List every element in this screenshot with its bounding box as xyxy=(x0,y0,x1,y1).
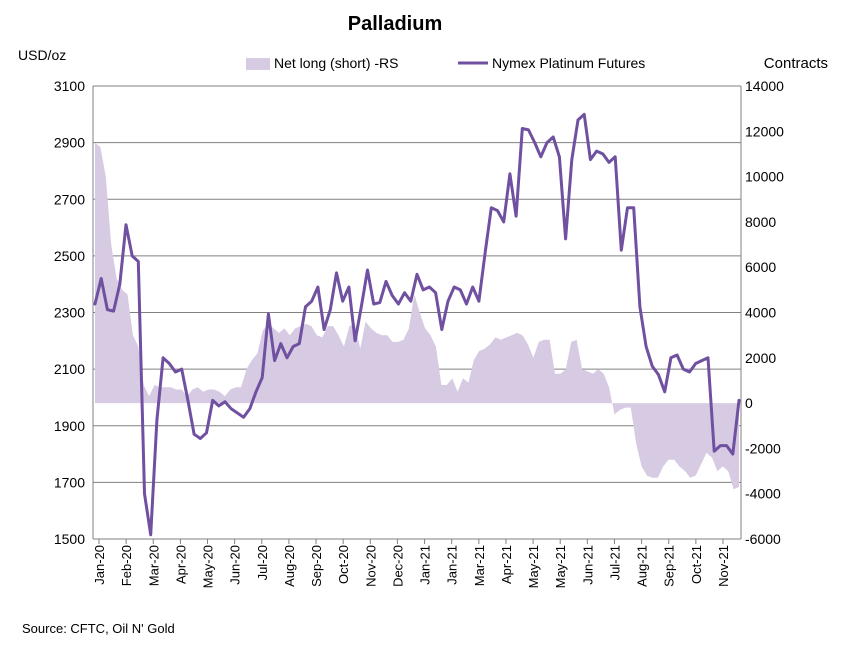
x-tick-label-7: Aug-20 xyxy=(282,545,297,587)
right-axis-unit: Contracts xyxy=(764,55,828,72)
x-tick-label-22: Oct-21 xyxy=(689,545,704,584)
legend-label-platinum-futures: Nymex Platinum Futures xyxy=(492,55,645,71)
right-axis-ticks: 14000 12000 10000 8000 6000 4000 2000 0 -2000 -40… xyxy=(745,78,784,547)
x-tick-label-6: Jul-20 xyxy=(255,545,270,580)
x-tick-label-3: Apr-20 xyxy=(173,545,188,584)
left-tick-label-4: 2300 xyxy=(54,305,85,321)
x-axis-ticks: Jan-20 Feb-20 Mar-20 Apr-20 May-20 Jun-20 Jul-… xyxy=(92,539,731,588)
right-tick-label-3: 8000 xyxy=(745,214,776,230)
left-tick-label-7: 1700 xyxy=(54,474,85,490)
x-tick-label-0: Jan-20 xyxy=(92,545,107,585)
left-tick-label-5: 2100 xyxy=(54,361,85,377)
right-tick-label-7: 0 xyxy=(745,395,753,411)
left-tick-label-6: 1900 xyxy=(54,418,85,434)
source-note: Source: CFTC, Oil N' Gold xyxy=(22,621,175,636)
left-tick-label-0: 3100 xyxy=(54,78,85,94)
right-tick-label-10: -6000 xyxy=(745,531,781,547)
right-tick-label-1: 12000 xyxy=(745,123,784,139)
right-tick-label-2: 10000 xyxy=(745,169,784,185)
legend-swatch-net-long xyxy=(246,58,270,70)
legend-label-net-long: Net long (short) -RS xyxy=(274,55,398,71)
left-tick-label-1: 2900 xyxy=(54,135,85,151)
left-tick-label-2: 2700 xyxy=(54,191,85,207)
x-tick-label-17: May-21 xyxy=(553,545,568,588)
x-tick-label-18: Jun-21 xyxy=(580,545,595,585)
right-tick-label-8: -2000 xyxy=(745,440,781,456)
right-tick-label-4: 6000 xyxy=(745,259,776,275)
right-tick-label-5: 4000 xyxy=(745,305,776,321)
x-tick-label-13: Jan-21 xyxy=(445,545,460,585)
chart-title: Palladium xyxy=(348,13,442,35)
x-tick-label-14: Mar-21 xyxy=(472,545,487,586)
x-tick-label-19: Jul-21 xyxy=(607,545,622,580)
right-tick-label-6: 2000 xyxy=(745,350,776,366)
x-tick-label-21: Sep-21 xyxy=(662,545,677,587)
x-tick-label-15: Apr-21 xyxy=(499,545,514,584)
x-tick-label-9: Oct-20 xyxy=(336,545,351,584)
platinum-futures-line xyxy=(93,112,741,537)
left-tick-label-8: 1500 xyxy=(54,531,85,547)
left-tick-label-3: 2500 xyxy=(54,248,85,264)
x-tick-label-23: Nov-21 xyxy=(716,545,731,587)
net-long-area xyxy=(95,142,739,490)
left-axis-ticks: 3100 2900 2700 2500 2300 2100 1900 1700 1500 xyxy=(54,78,85,547)
x-tick-label-2: Mar-20 xyxy=(146,545,161,586)
platinum-futures-line-series xyxy=(93,112,741,537)
x-tick-label-4: May-20 xyxy=(201,545,216,588)
x-tick-label-16: May-21 xyxy=(526,545,541,588)
x-tick-label-11: Dec-20 xyxy=(390,545,405,587)
x-tick-label-12: Jan-21 xyxy=(418,545,433,585)
x-tick-label-5: Jun-20 xyxy=(228,545,243,585)
net-long-area-series xyxy=(95,142,739,490)
x-tick-label-1: Feb-20 xyxy=(119,545,134,586)
x-tick-label-10: Nov-20 xyxy=(363,545,378,587)
x-tick-label-8: Sep-20 xyxy=(309,545,324,587)
right-tick-label-9: -4000 xyxy=(745,486,781,502)
axes xyxy=(92,86,742,540)
x-tick-label-20: Aug-21 xyxy=(635,545,650,587)
right-tick-label-0: 14000 xyxy=(745,78,784,94)
left-axis-unit: USD/oz xyxy=(18,47,66,63)
legend: Net long (short) -RS Nymex Platinum Futu… xyxy=(246,55,645,71)
